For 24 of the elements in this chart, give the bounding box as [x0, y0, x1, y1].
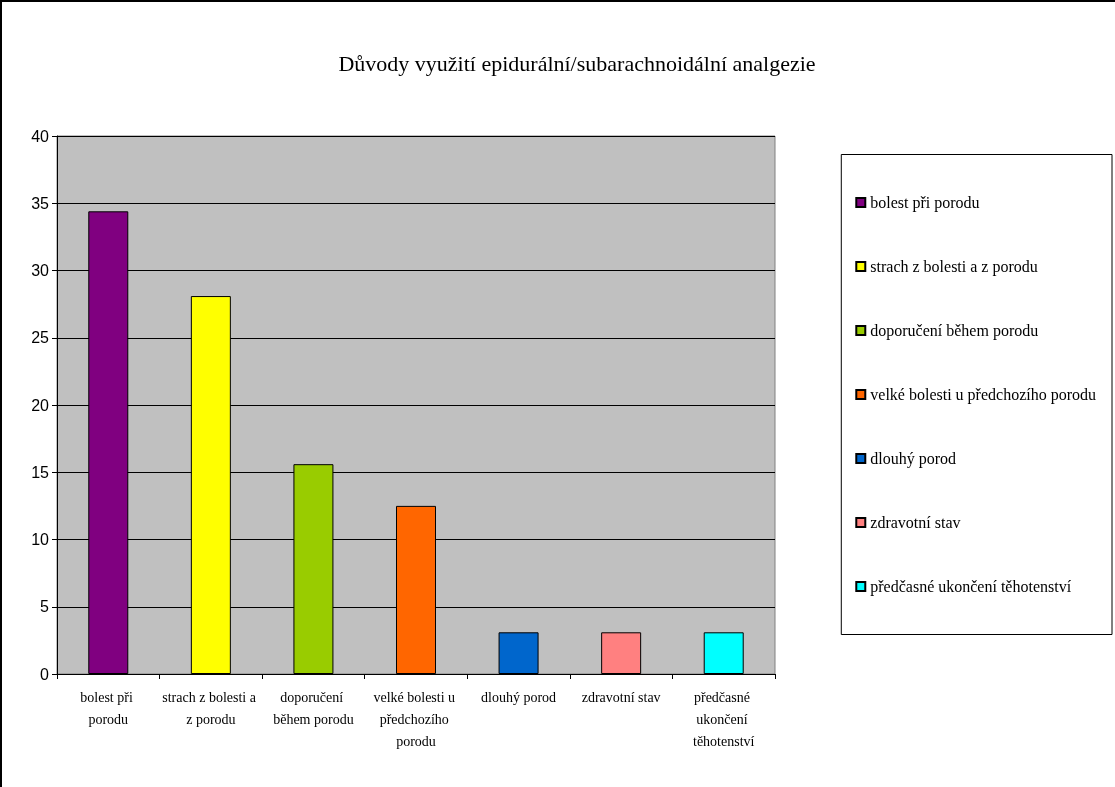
chart-title: Důvody využití epidurální/subarachnoidální analgezie: [338, 50, 816, 76]
y-tick-label: 10: [31, 531, 50, 548]
legend-label: předčasné ukončení těhotenství: [870, 578, 1072, 596]
legend-label: bolest při porodu: [870, 194, 980, 212]
x-tick-label: strach z bolesti a z porodu: [162, 689, 260, 727]
y-tick-label: 5: [40, 598, 50, 616]
x-tick-label: dlouhý porod: [481, 689, 557, 705]
legend-label: zdravotní stav: [870, 514, 961, 531]
x-tick-label: doporučení během porodu: [273, 689, 354, 727]
y-tick-label: 0: [40, 665, 50, 683]
y-tick-label: 30: [31, 262, 50, 279]
x-tick-label: bolest při porodu: [80, 689, 137, 727]
x-tick-label: předčasné ukončení těhotenství: [693, 689, 755, 749]
y-tick-label: 15: [31, 463, 50, 481]
legend-label: strach z bolesti a z porodu: [870, 258, 1038, 276]
legend-label: velké bolesti u předchozího porodu: [870, 386, 1096, 404]
legend-label: dlouhý porod: [870, 450, 957, 468]
x-tick-label: velké bolesti u předchozího porodu: [373, 689, 459, 749]
x-tick-label: zdravotní stav: [581, 689, 661, 705]
y-tick-label: 20: [31, 396, 50, 414]
y-tick-label: 40: [31, 127, 50, 145]
legend-label: doporučení během porodu: [870, 322, 1039, 340]
y-tick-label: 35: [31, 194, 50, 212]
y-tick-label: 25: [31, 329, 50, 347]
